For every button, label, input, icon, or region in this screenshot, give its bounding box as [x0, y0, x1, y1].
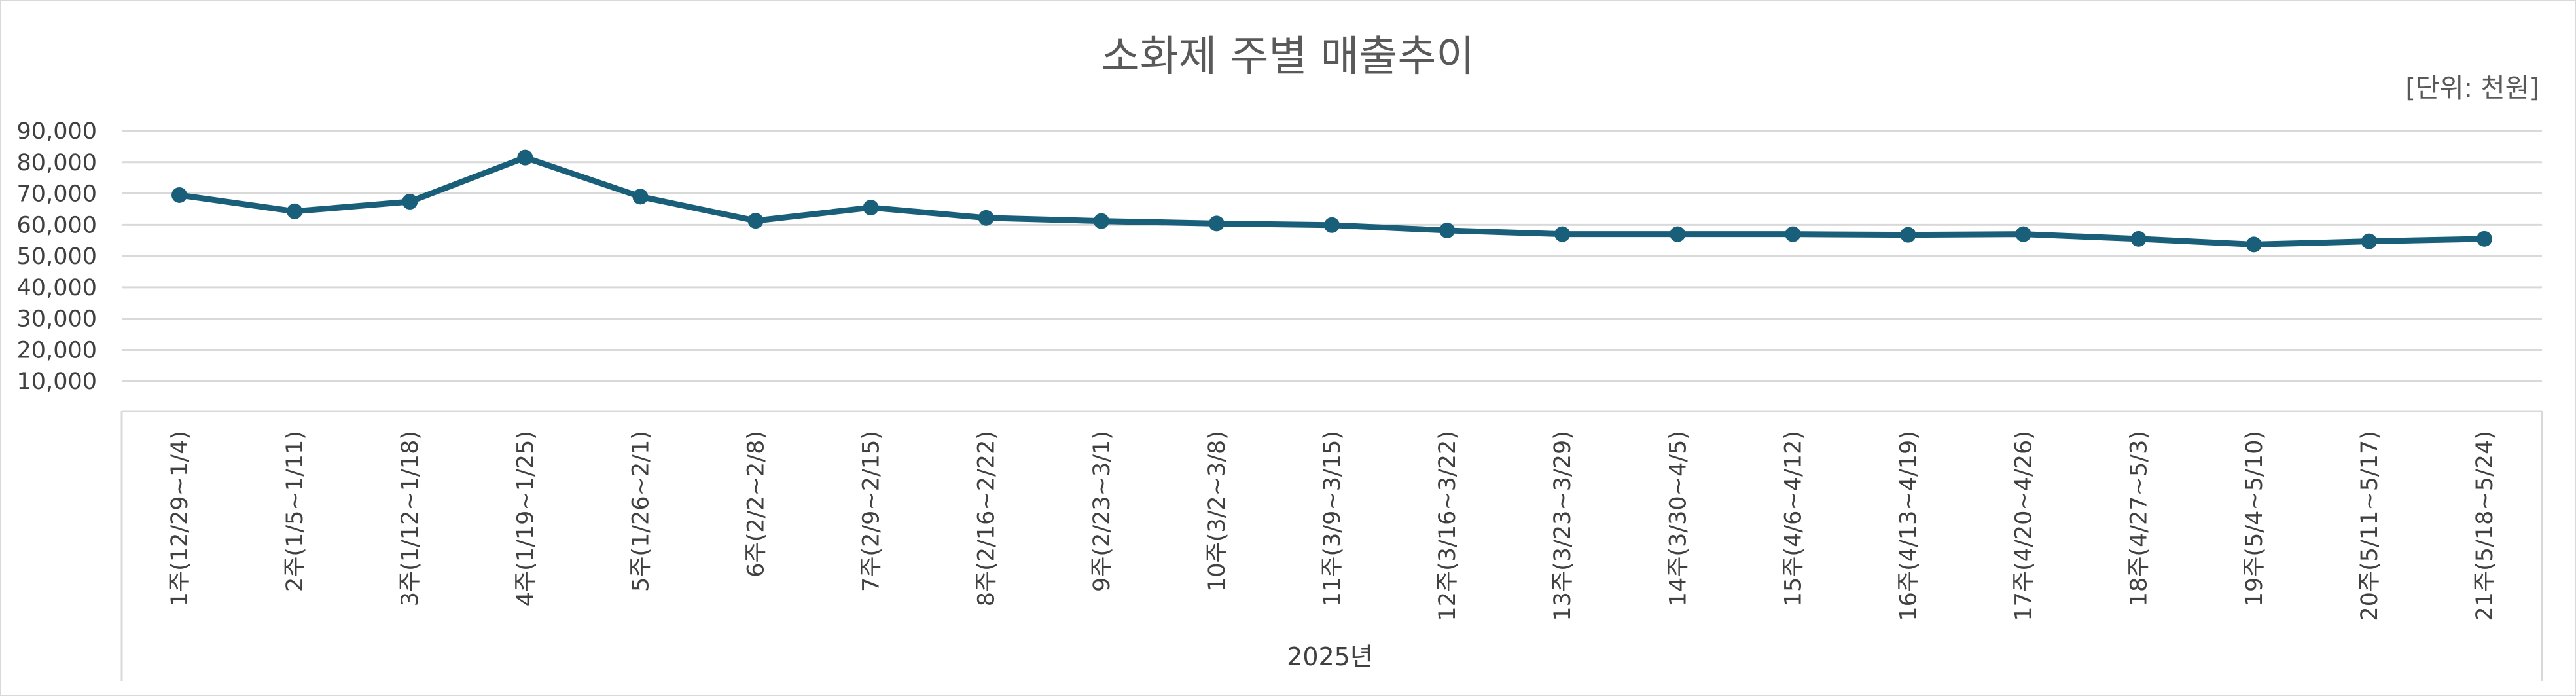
data-point — [1554, 226, 1571, 242]
chart-title: 소화제 주별 매출추이 — [1101, 33, 1475, 81]
x-tick-label: 2주(1/5~1/11) — [282, 431, 308, 592]
data-point — [287, 203, 303, 219]
data-point — [1208, 215, 1225, 232]
x-tick-label: 7주(2/9~2/15) — [859, 431, 885, 592]
y-tick-label: 50,000 — [17, 244, 97, 270]
data-point — [863, 200, 879, 216]
y-tick-label: 70,000 — [17, 181, 97, 208]
data-point — [1093, 213, 1109, 229]
x-tick-label: 8주(2/16~2/22) — [974, 431, 1000, 606]
y-tick-label: 90,000 — [17, 119, 97, 145]
x-tick-label: 19주(5/4~5/10) — [2242, 431, 2268, 606]
y-tick-label: 30,000 — [17, 306, 97, 333]
data-point — [632, 189, 649, 205]
data-point — [2361, 233, 2377, 249]
x-tick-label: 5주(1/26~2/1) — [628, 431, 654, 592]
x-tick-label: 13주(3/23~3/29) — [1550, 431, 1576, 621]
data-point — [517, 149, 533, 166]
x-tick-label: 10주(3/2~3/8) — [1204, 431, 1230, 592]
data-point — [2015, 226, 2031, 242]
y-tick-label: 60,000 — [17, 212, 97, 238]
x-axis-label: 2025년 — [1287, 642, 1373, 671]
data-point — [2245, 236, 2262, 253]
data-point — [2130, 230, 2147, 247]
x-tick-label: 16주(4/13~4/19) — [1895, 431, 1922, 621]
x-tick-label: 14주(3/30~4/5) — [1665, 431, 1691, 606]
x-tick-label: 12주(3/16~3/22) — [1435, 431, 1461, 621]
data-point — [2476, 230, 2492, 247]
data-point — [978, 210, 994, 226]
data-point — [1900, 227, 1916, 243]
data-point — [1324, 217, 1340, 233]
x-axis-ticks: 1주(12/29~1/4) 2주(1/5~1/11) 3주(1/12~1/18) 4주… — [167, 431, 2498, 621]
data-point — [402, 193, 418, 210]
x-tick-label: 21주(5/18~5/24) — [2472, 431, 2498, 621]
data-point — [171, 187, 188, 203]
unit-label: [단위: 천원] — [2405, 73, 2539, 103]
x-tick-label: 18주(4/27~5/3) — [2126, 431, 2153, 606]
data-point — [1785, 226, 1801, 242]
data-point — [1439, 222, 1456, 238]
x-tick-label: 9주(2/23~3/1) — [1089, 431, 1115, 592]
series-line-group — [171, 149, 2492, 253]
x-tick-label: 20주(5/11~5/17) — [2357, 431, 2383, 621]
x-tick-label: 15주(4/6~4/12) — [1780, 431, 1806, 606]
x-tick-label: 1주(12/29~1/4) — [167, 431, 193, 606]
y-tick-label: 20,000 — [17, 337, 97, 363]
y-tick-label: 10,000 — [17, 369, 97, 395]
data-point — [1670, 226, 1686, 242]
y-tick-label: 40,000 — [17, 275, 97, 301]
x-tick-label: 17주(4/20~4/26) — [2011, 431, 2037, 621]
x-tick-label: 3주(1/12~1/18) — [397, 431, 423, 606]
x-tick-label: 11주(3/9~3/15) — [1319, 431, 1346, 606]
x-tick-label: 4주(1/19~1/25) — [512, 431, 539, 606]
category-axis-box — [120, 410, 2543, 681]
gridlines — [122, 130, 2542, 382]
y-axis-ticks: 10,000 20,000 30,000 40,000 50,000 60,000 70,0… — [17, 119, 97, 395]
data-point — [747, 213, 764, 229]
y-tick-label: 80,000 — [17, 150, 97, 176]
x-tick-label: 6주(2/2~2/8) — [743, 431, 770, 577]
